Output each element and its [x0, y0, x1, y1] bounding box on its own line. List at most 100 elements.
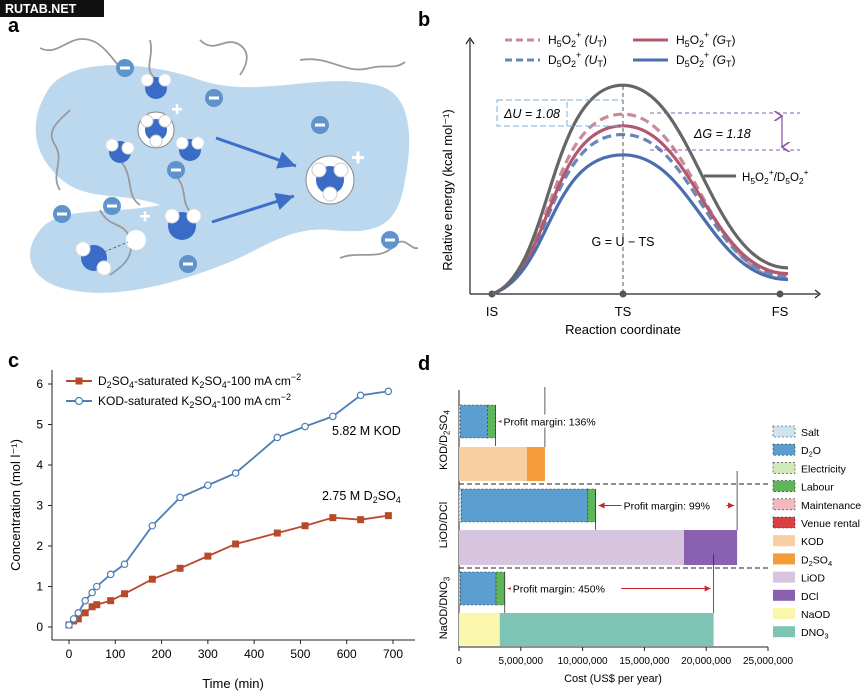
d-legend-swatch [772, 516, 796, 529]
c-point-square [301, 522, 309, 530]
c-point-square [273, 529, 281, 537]
b-curve [491, 83, 789, 296]
c-point-circle [69, 615, 78, 623]
c-legend-marker-d2so4 [75, 377, 83, 385]
hydronium-icon [137, 111, 175, 149]
d-revenue-segment [683, 530, 738, 565]
d-profit-label-bg [621, 498, 727, 512]
c-x-tick-label: 100 [105, 647, 125, 661]
d-legend-swatch [773, 608, 795, 619]
c-x-tick-label: 700 [383, 647, 403, 661]
c-point-circle [65, 621, 73, 629]
c-y-tick-label: 6 [36, 377, 43, 391]
d-legend-label: DNO3 [801, 627, 829, 641]
b-y-axis-label: Relative energy (kcal mol⁻¹) [440, 109, 455, 270]
d-revenue-segment [499, 613, 714, 646]
d-revenue-segment [526, 447, 545, 481]
c-annotation-kod: 5.82 M KOD [332, 424, 401, 438]
d-legend-label: Electricity [801, 463, 847, 475]
c-x-tick-label: 200 [152, 647, 172, 661]
b-curve [491, 153, 789, 296]
c-point-circle [120, 560, 129, 569]
water-molecule-icon [140, 73, 172, 99]
b-tick-dot [776, 290, 784, 298]
c-point-circle [81, 596, 90, 605]
c-point-square [121, 590, 129, 598]
b-curve [491, 132, 789, 296]
c-y-tick-label: 1 [36, 580, 43, 594]
c-point-circle [88, 588, 96, 597]
c-annotation-d2so4: 2.75 M D2SO4 [322, 489, 401, 505]
c-point-square [148, 575, 156, 583]
c-x-tick-label: 0 [66, 647, 73, 661]
d-legend: Salt D2O Electricity Labour Maintenance Venue… [772, 425, 861, 641]
negative-charge-icon [53, 205, 71, 223]
c-point-square [81, 609, 89, 617]
d-legend-swatch [772, 480, 796, 492]
d-legend-label: NaOD [801, 609, 831, 621]
d-cost-segment [461, 488, 588, 523]
c-point-square [93, 601, 101, 609]
c-point-square [176, 564, 184, 572]
c-legend-label-kod: KOD-saturated K2SO4-100 mA cm−2 [98, 392, 291, 410]
negative-charge-icon [311, 116, 329, 134]
c-point-circle [384, 387, 393, 396]
b-curves [491, 83, 789, 296]
b-legend-label-d-gt: D5O2+ (GT) [676, 50, 735, 69]
panel-c-concentration-chart: 0 100 200 300 400 500 600 700 0 1 2 3 4 5 6 Time (min)… [8, 370, 415, 691]
c-point-circle [92, 582, 101, 591]
d-legend-label: D2SO4 [801, 554, 832, 568]
c-x-axis-label: Time (min) [202, 676, 264, 691]
c-point-circle [176, 493, 184, 502]
c-point-square [107, 597, 115, 605]
d-x-axis-label: Cost (US$ per year) [564, 673, 662, 685]
b-legend-label-h-gt: H5O2+ (GT) [676, 30, 735, 49]
b-legend: H5O2+ (UT) H5O2+ (GT) D5O2+ (UT) D5O2+ (… [505, 30, 809, 186]
negative-charge-icon [103, 197, 121, 215]
d-x-tick-label: 0 [456, 656, 462, 667]
c-x-tick-label: 400 [244, 647, 264, 661]
d-x-tick-label: 10,000,000 [558, 656, 608, 667]
b-tick-label: FS [772, 304, 789, 319]
d-profit-label-bg [510, 581, 622, 595]
d-cost-segment [459, 571, 497, 606]
negative-charge-icon [116, 59, 134, 77]
positive-charge-icon [352, 151, 364, 164]
negative-charge-icon [167, 161, 185, 179]
panel-letter-d: d [418, 353, 430, 375]
panel-d-cost-chart: 0 5,000,000 10,000,000 15,000,000 20,000,000… [438, 387, 861, 685]
d-x-tick-label: 5,000,000 [499, 656, 544, 667]
d-legend-swatch [773, 589, 795, 601]
c-x-tick-label: 500 [290, 647, 310, 661]
d-revenue-segment [459, 447, 527, 481]
d-legend-swatch [773, 535, 795, 547]
d-x-tick-label: 20,000,000 [681, 656, 731, 667]
b-tick-label: TS [615, 304, 632, 319]
c-point-square [74, 615, 82, 623]
d-bars: Profit margin: 136% Profit margin: 99% Pro… [458, 387, 738, 646]
d-profit-label: Profit margin: 99% [624, 501, 710, 513]
b-g-equation: G = U − TS [592, 235, 655, 249]
water-molecule-icon [75, 241, 112, 276]
d-cost-segment [459, 404, 488, 439]
c-point-square [232, 540, 240, 548]
d-cost-segment [458, 488, 462, 523]
arrow-icon [215, 136, 297, 169]
panel-b-energy-profile: Relative energy (kcal mol⁻¹) Reaction co… [440, 30, 821, 337]
d-revenue-segment [459, 530, 684, 565]
d-profit-label: Profit margin: 136% [503, 417, 595, 429]
c-point-square [204, 552, 212, 560]
c-x-tick-label: 300 [198, 647, 218, 661]
negative-charge-icon [179, 255, 197, 273]
c-y-tick-label: 3 [36, 499, 43, 513]
c-point-square [357, 516, 365, 524]
d-legend-label: Venue rental [801, 518, 860, 530]
proton-icon [126, 230, 146, 250]
c-y-axis-label: Concentration (mol l⁻¹) [8, 439, 23, 571]
c-point-circle [204, 481, 212, 490]
c-ticks: 0 100 200 300 400 500 600 700 0 1 2 3 4 5 6 [36, 377, 403, 661]
c-point-circle [74, 609, 83, 617]
c-point-circle [148, 521, 157, 530]
c-point-circle [356, 391, 365, 400]
